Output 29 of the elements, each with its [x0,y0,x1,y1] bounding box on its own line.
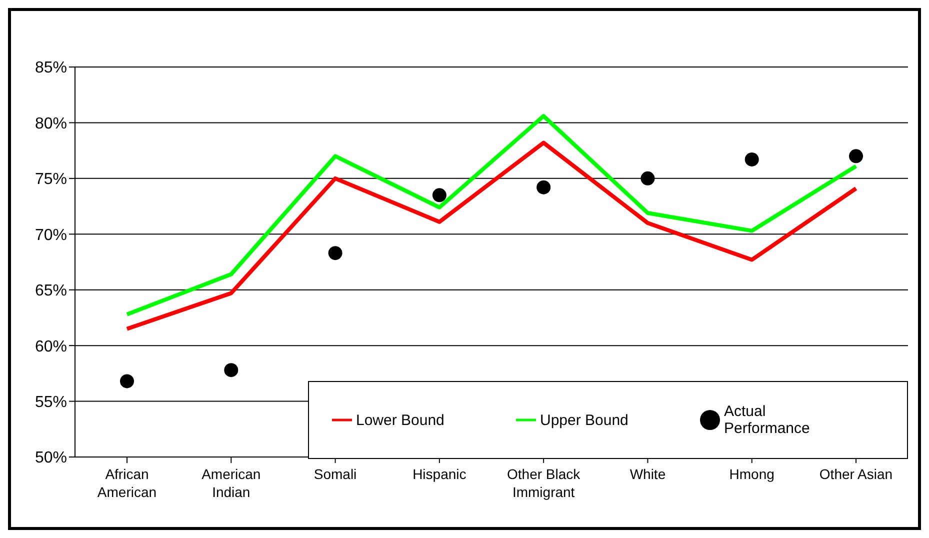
y-tick-label: 80% [34,115,67,132]
y-tick-label: 85% [34,60,67,77]
y-tick-label: 60% [34,338,67,356]
point [432,188,446,202]
x-tick-label: White [630,466,666,482]
x-tick-label: African American [97,466,157,500]
point [536,180,551,194]
legend-label: Actual Performance [724,403,811,437]
legend-label: Lower Bound [356,412,446,428]
x-tick-label: Other Black Immigrant [507,466,582,500]
y-tick-label: 65% [34,282,67,300]
x-tick-label: Other Asian [819,466,893,482]
x-tick-label: Hispanic [412,466,466,482]
y-tick-label: 55% [34,394,67,411]
line-series [125,140,858,331]
line-series [125,114,858,316]
point [120,374,134,388]
y-tick-label: 70% [34,226,67,244]
x-tick-label: Hmong [729,466,774,482]
legend-label: Upper Bound [540,412,630,428]
point [744,152,759,166]
point [640,171,655,186]
point [224,363,238,378]
x-tick-label: American Indian [202,466,261,500]
point [849,149,863,164]
point [328,246,342,260]
x-tick-label: Somali [314,466,357,482]
y-tick-label: 75% [34,171,67,188]
y-tick-label: 50% [34,450,67,467]
